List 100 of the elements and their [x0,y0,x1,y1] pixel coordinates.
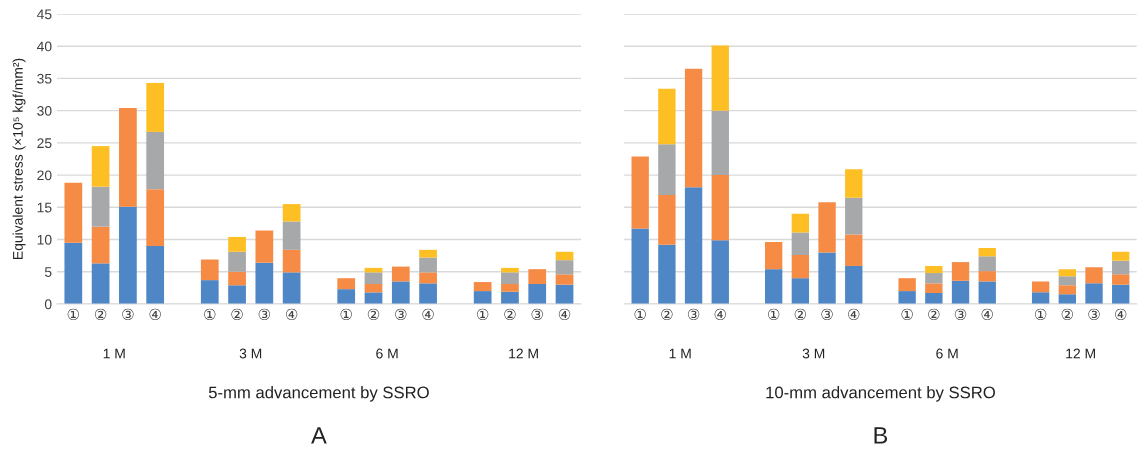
bar [228,271,246,286]
text: 6 M [936,348,958,359]
x-tick-label: ① [901,308,913,321]
bar [255,262,274,304]
bar [282,249,301,273]
bar [1085,283,1103,304]
x-axis-title: 5-mm advancement by SSRO [208,386,429,402]
text: 6 M [376,348,398,359]
bar [658,88,676,145]
bar [1058,285,1076,295]
x-tick-label: ① [340,308,352,321]
bar [1112,274,1130,285]
y-axis-title: Equivalent stress (×10⁵ kgf/mm²) [12,58,26,259]
x-tick-label: ① [767,308,780,321]
bar [391,266,410,282]
x-tick-label: ③ [821,308,833,321]
x-tick-label: ② [928,308,940,321]
y-tick-label: 35 [37,73,52,84]
bar [658,244,676,304]
bar [951,280,970,304]
text: B [874,427,888,444]
bar [978,247,996,257]
x-tick-label: ④ [1114,308,1127,321]
bar [764,269,783,304]
x-tick-label: ① [1034,308,1047,321]
bar [364,292,383,304]
text: 3 M [239,348,262,359]
bar [951,262,970,281]
bar [818,252,836,304]
bar [898,291,916,304]
bar [255,230,274,263]
bar [146,82,165,132]
bar [978,256,996,272]
x-tick-label: ② [367,308,380,321]
x-tick-label: ② [231,308,243,321]
bar [64,242,83,304]
bar [528,284,547,304]
x-tick-label: ① [67,308,80,321]
bar [119,206,137,304]
x-tick-label: ④ [848,308,860,321]
bar [119,108,137,207]
bar [91,186,110,227]
bar [419,272,437,284]
bar [764,242,783,270]
bar [364,284,383,293]
bar [658,144,676,196]
bar [898,278,916,292]
x-tick-label: ② [94,308,107,321]
bar [473,291,492,304]
text: 12 M [509,348,538,359]
bar [555,274,574,285]
y-tick-label: 10 [37,234,52,245]
text: 3 M [802,348,825,359]
x-tick-label: ③ [395,308,407,321]
x-tick-label: ④ [285,308,298,321]
bar [200,280,219,304]
x-tick-label: ④ [422,308,434,321]
bar [818,202,836,253]
x-tick-label: ④ [714,308,726,321]
bar [1031,292,1050,304]
bar [631,156,649,229]
x-tick-label: ① [476,308,489,321]
bar [845,234,863,266]
text: 1 M [669,348,691,359]
bar [684,187,703,304]
x-tick-label: ③ [954,308,967,321]
y-tick-label: 5 [44,267,52,277]
bar [711,110,729,176]
x-tick-label: ③ [258,308,271,321]
y-tick-label: 30 [37,105,52,116]
x-tick-label: ③ [122,308,134,321]
bar [845,197,863,235]
bar [711,45,729,111]
bar [501,267,519,273]
x-tick-label: ④ [149,308,161,321]
bar [146,189,165,246]
bar [282,221,301,250]
x-tick-label: ④ [558,308,571,321]
text: A [311,427,327,444]
bar [1085,267,1103,284]
bar [978,271,996,282]
bar [925,265,943,274]
bar [501,272,519,284]
bar [419,257,437,273]
bar [791,278,810,304]
bar [337,278,356,290]
x-axis-title: 10-mm advancement by SSRO [766,386,995,402]
bar [791,255,810,279]
bar [228,251,246,272]
x-tick-label: ③ [531,308,543,321]
bar [146,131,165,190]
bar [1058,294,1076,304]
bar [711,240,729,304]
bar [91,263,110,304]
bar [501,291,519,304]
x-tick-label: ② [1061,308,1074,321]
bar [282,204,301,222]
x-tick-label: ④ [981,308,993,321]
text: 12 M [1066,348,1095,359]
x-tick-label: ① [204,308,216,321]
